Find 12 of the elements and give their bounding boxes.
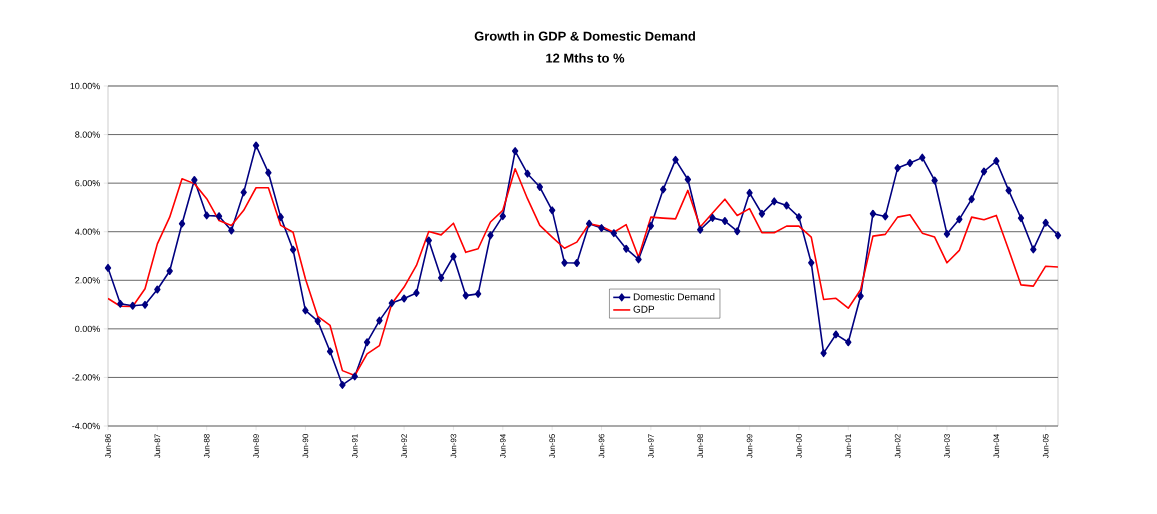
y-tick-label: 6.00% — [75, 179, 100, 187]
y-tick-label: 0.00% — [75, 325, 100, 333]
chart-title: Growth in GDP & Domestic Demand — [474, 31, 695, 41]
y-tick-label: 2.00% — [75, 277, 100, 284]
y-tick-label: -4.00% — [72, 422, 100, 430]
y-tick-label: 8.00% — [75, 131, 100, 138]
y-tick-label: -2.00% — [72, 374, 100, 381]
y-tick-label: 10.00% — [70, 82, 100, 90]
legend-label: Domestic Demand — [633, 293, 715, 301]
legend-label: GDP — [633, 305, 655, 313]
chart-subtitle: 12 Mths to % — [546, 53, 625, 63]
y-tick-label: 4.00% — [75, 228, 100, 235]
